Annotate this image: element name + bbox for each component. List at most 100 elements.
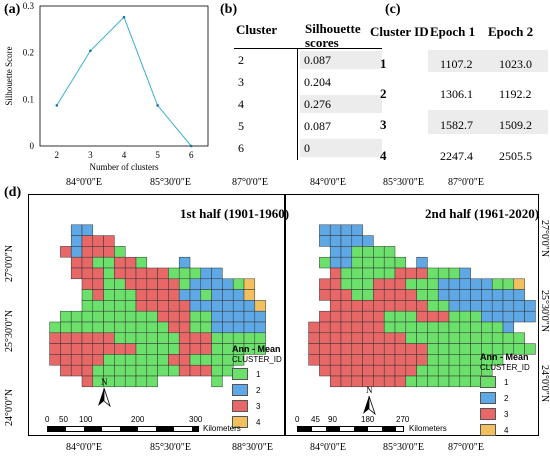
grid-cell-cluster-3 <box>124 267 137 280</box>
map-top-tick: 84°0'0"E <box>66 177 102 188</box>
grid-cell-cluster-3 <box>373 321 385 334</box>
grid-cell-cluster-2 <box>448 289 461 301</box>
grid-cell-cluster-1 <box>502 332 515 344</box>
grid-cell-cluster-3 <box>308 321 320 334</box>
map-bottom-tick: 85°30'0"E <box>150 442 191 453</box>
grid-cell-cluster-2 <box>470 289 482 301</box>
panel-label-d: (d) <box>4 185 22 200</box>
legend-label: 3 <box>256 401 261 411</box>
x-tick-label: 3 <box>88 150 93 160</box>
grid-cell-cluster-1 <box>146 310 158 323</box>
grid-cell-cluster-3 <box>362 321 374 334</box>
legend-item: 1 <box>480 376 530 388</box>
silhouette-cell: 0.087 <box>304 119 331 133</box>
series-line <box>56 16 192 147</box>
grid-cell-cluster-1 <box>437 321 450 334</box>
grid-cell-cluster-2 <box>222 289 234 301</box>
north-arrow-icon: N <box>363 385 376 416</box>
grid-cell-cluster-2 <box>319 224 331 236</box>
grid-cell-cluster-2 <box>470 300 482 312</box>
grid-cell-cluster-2 <box>189 300 202 312</box>
grid-cell-cluster-2 <box>222 278 234 290</box>
grid-cell-cluster-3 <box>168 300 180 312</box>
grid-cell-cluster-1 <box>114 354 126 366</box>
grid-cell-cluster-1 <box>448 332 461 344</box>
grid-cell-cluster-1 <box>114 278 126 290</box>
grid-cell-cluster-3 <box>340 300 353 312</box>
map-bottom-tick: 88°30'0"E <box>232 442 273 453</box>
grid-cell-cluster-1 <box>405 321 417 334</box>
grid-cell-cluster-2 <box>437 289 450 301</box>
grid-cell-cluster-2 <box>340 256 353 269</box>
grid-cell-cluster-3 <box>383 289 396 301</box>
grid-cell-cluster-3 <box>405 354 417 366</box>
north-arrow-icon: N <box>98 377 111 408</box>
grid-cell-cluster-1 <box>157 343 169 355</box>
grid-cell-cluster-1 <box>135 332 148 344</box>
grid-cell-cluster-1 <box>427 354 439 366</box>
grid-cell-cluster-2 <box>329 246 342 258</box>
grid-cell-cluster-1 <box>340 267 353 280</box>
grid-cell-cluster-3 <box>373 332 385 344</box>
grid-cell-cluster-3 <box>135 267 148 280</box>
grid-cell-cluster-1 <box>189 310 202 323</box>
grid-cell-cluster-1 <box>437 354 450 366</box>
y-tick-label: 0 <box>30 141 35 151</box>
grid-cell-cluster-1 <box>437 375 450 388</box>
grid-cell-cluster-1 <box>373 246 385 258</box>
grid-cell-cluster-1 <box>448 321 461 334</box>
grid-cell-cluster-3 <box>114 343 126 355</box>
grid-cell-cluster-1 <box>427 321 439 334</box>
grid-cell-cluster-1 <box>491 278 504 290</box>
grid-cell-cluster-1 <box>524 343 536 355</box>
grid-cell-cluster-1 <box>459 332 471 344</box>
grid-cell-cluster-1 <box>81 289 94 301</box>
grid-cell-cluster-2 <box>232 310 245 323</box>
grid-cell-cluster-3 <box>135 289 148 301</box>
epoch-cell: 1023.0 <box>499 57 532 71</box>
grid-cell-cluster-1 <box>178 278 191 290</box>
grid-cell-cluster-3 <box>351 310 363 323</box>
grid-cell-cluster-1 <box>437 300 450 312</box>
grid-cell-cluster-1 <box>437 364 450 377</box>
grid-cell-cluster-1 <box>103 289 115 301</box>
grid-cell-cluster-1 <box>448 267 461 280</box>
grid-cell-cluster-3 <box>405 267 417 280</box>
grid-cell-cluster-2 <box>513 300 525 312</box>
grid-cell-cluster-3 <box>394 343 407 355</box>
panel-label-b: (b) <box>220 2 238 17</box>
grid-cell-cluster-3 <box>394 375 407 388</box>
grid-cell-cluster-1 <box>124 289 137 301</box>
epoch-table: Cluster ID Epoch 1 Epoch 2 1 1107.2 1023… <box>368 0 550 175</box>
grid-cell-cluster-3 <box>157 289 169 301</box>
grid-cell-cluster-1 <box>427 300 439 312</box>
grid-cell-cluster-3 <box>329 278 342 290</box>
grid-cell-cluster-1 <box>114 375 126 388</box>
grid-cell-cluster-1 <box>437 267 450 280</box>
grid-cell-cluster-1 <box>470 321 482 334</box>
grid-cell-cluster-1 <box>513 332 525 344</box>
grid-cell-cluster-2 <box>222 300 234 312</box>
grid-cell-cluster-1 <box>491 354 504 366</box>
grid-cell-cluster-1 <box>211 354 223 366</box>
grid-cell-cluster-3 <box>81 364 94 377</box>
grid-cell-cluster-3 <box>81 343 94 355</box>
grid-cell-cluster-3 <box>157 278 169 290</box>
y-axis-label: Silhouette Score <box>4 46 14 105</box>
grid-cell-cluster-1 <box>448 310 461 323</box>
grid-cell-cluster-3 <box>340 343 353 355</box>
grid-cell-cluster-1 <box>60 321 72 334</box>
grid-cell-cluster-1 <box>459 354 471 366</box>
legend-item: 1 <box>232 368 282 380</box>
epoch-cell: 1192.2 <box>499 87 532 101</box>
epoch-header-epoch2: Epoch 2 <box>488 24 534 39</box>
grid-cell-cluster-3 <box>351 332 363 344</box>
grid-cell-cluster-1 <box>383 321 396 334</box>
grid-cell-cluster-3 <box>189 343 202 355</box>
grid-cell-cluster-1 <box>362 246 374 258</box>
grid-cell-cluster-3 <box>124 278 137 290</box>
data-point <box>55 104 59 107</box>
grid-cell-cluster-3 <box>329 267 342 280</box>
grid-cell-cluster-1 <box>362 256 374 269</box>
grid-cell-cluster-1 <box>200 310 212 323</box>
